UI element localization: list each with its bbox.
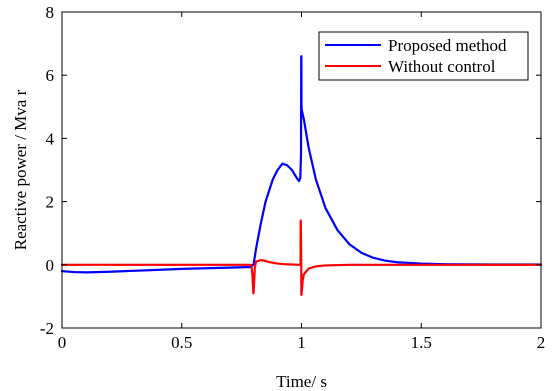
- y-tick-label: 4: [46, 129, 55, 148]
- series-layer: [60, 55, 543, 296]
- legend-box: [318, 31, 529, 81]
- legend: Proposed method Without control: [318, 31, 529, 81]
- legend-label-proposed-method: Proposed method: [388, 36, 507, 55]
- x-axis-label: Time/ s: [276, 372, 327, 391]
- axes: [61, 11, 542, 329]
- y-tick-label: -2: [40, 319, 54, 338]
- x-tick-label: 0: [58, 333, 67, 352]
- series-line-without-control: [60, 219, 543, 296]
- y-tick-label: 0: [46, 256, 55, 275]
- legend-label-without-control: Without control: [388, 57, 496, 76]
- y-tick-label: 2: [46, 193, 55, 212]
- y-tick-label: 8: [46, 3, 55, 22]
- x-tick-label: 1.5: [411, 333, 432, 352]
- y-axis-label: Reactive power / Mva r: [11, 89, 30, 250]
- x-tick-label: 1: [297, 333, 306, 352]
- x-tick-label: 0.5: [171, 333, 192, 352]
- series-line-proposed-method: [60, 55, 543, 274]
- y-tick-label: 6: [46, 66, 55, 85]
- x-tick-label: 2: [537, 333, 546, 352]
